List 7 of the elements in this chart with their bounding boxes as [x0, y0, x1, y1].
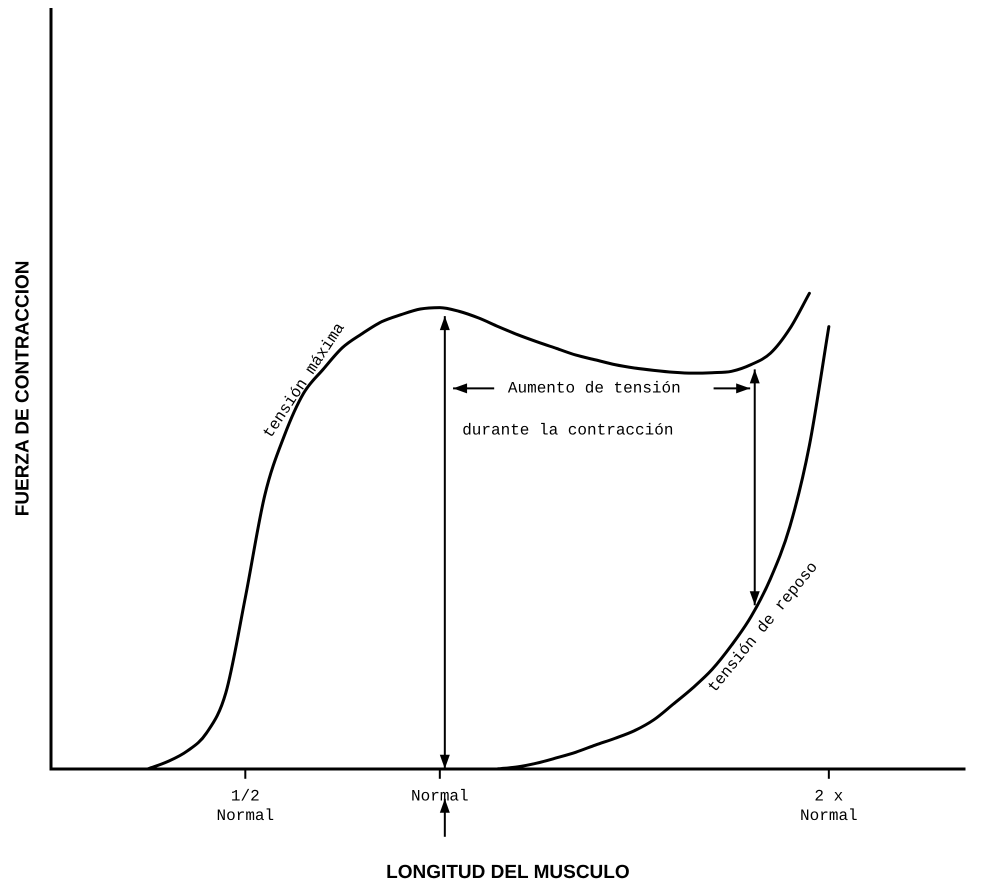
- x-axis-title: LONGITUD DEL MUSCULO: [386, 862, 630, 883]
- annotation: Aumento de tensión: [508, 380, 681, 398]
- annotation: durante la contracción: [462, 421, 674, 440]
- x-tick-label: 1/2 Normal: [216, 788, 274, 825]
- x-tick-label: 2 x Normal: [800, 788, 858, 825]
- y-axis-title: FUERZA DE CONTRACCION: [12, 260, 34, 516]
- x-tick-label: Normal: [411, 788, 469, 806]
